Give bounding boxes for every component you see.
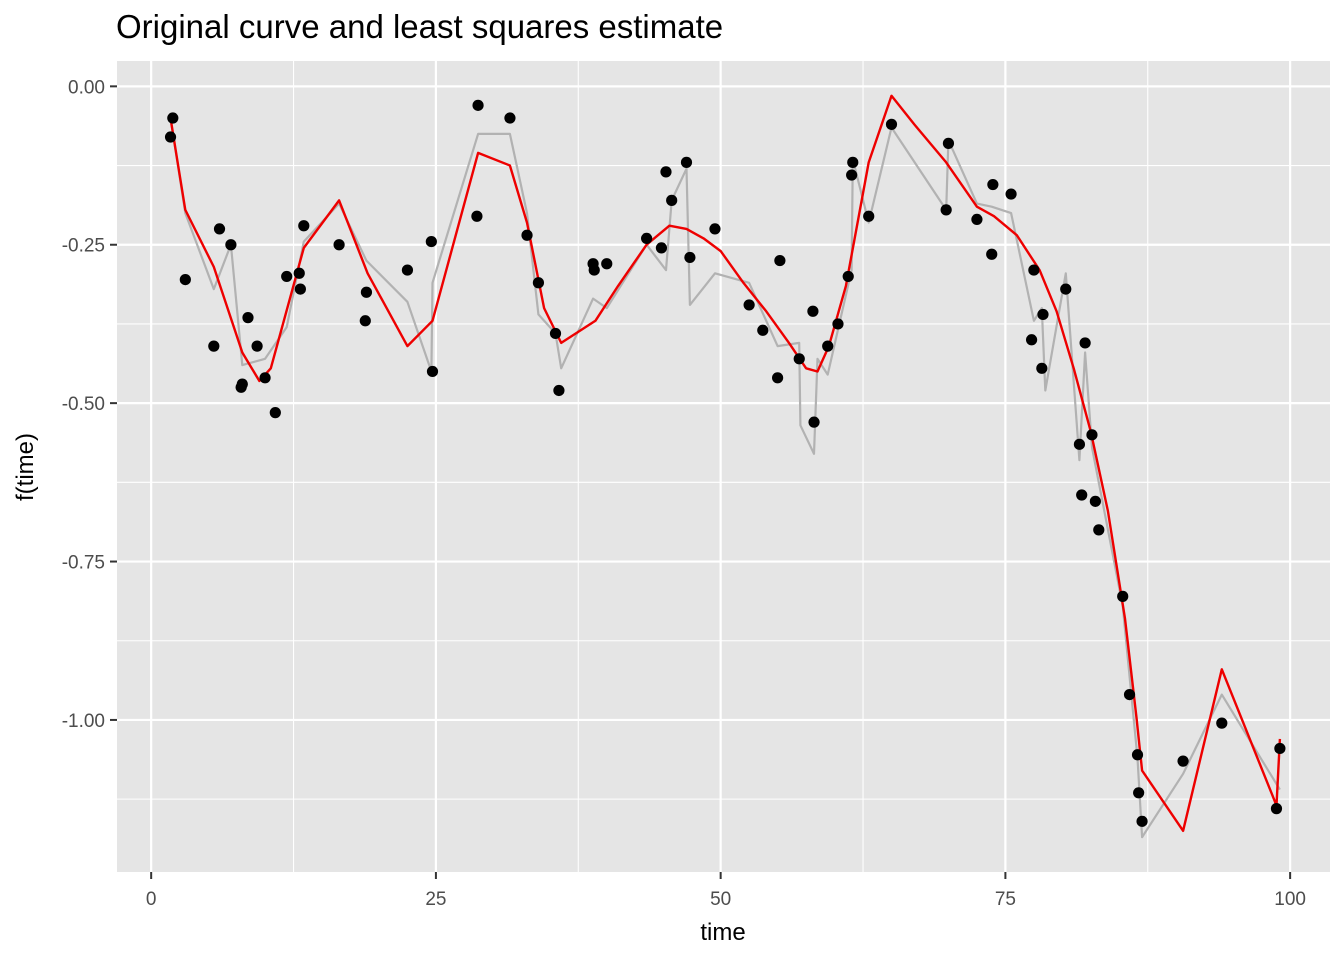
data-point <box>680 156 693 168</box>
y-tick-label: 0.00 <box>68 77 105 98</box>
data-point <box>987 178 999 191</box>
data-point <box>660 166 672 178</box>
data-point <box>666 194 678 206</box>
data-point <box>1073 438 1086 450</box>
major-gridlines <box>117 61 1330 872</box>
data-point <box>208 340 220 352</box>
y-tick-label: -0.75 <box>62 553 105 574</box>
data-point <box>242 312 254 324</box>
data-point <box>1076 489 1088 501</box>
x-axis: 0 25 50 75 100 <box>146 872 1306 910</box>
data-point <box>772 372 784 384</box>
data-point <box>1036 362 1048 374</box>
data-point <box>1079 337 1091 349</box>
data-point <box>847 156 859 168</box>
data-point <box>832 318 844 330</box>
data-point <box>471 210 483 222</box>
data-point <box>846 169 858 181</box>
data-point <box>1133 787 1145 799</box>
data-point <box>709 223 721 235</box>
y-tick-label: -0.25 <box>62 236 105 257</box>
data-point <box>655 242 668 254</box>
data-point <box>1037 308 1049 321</box>
data-point <box>971 213 983 225</box>
data-point <box>472 99 484 111</box>
plot-panel <box>117 61 1330 872</box>
x-tick-label: 100 <box>1274 889 1306 910</box>
data-point <box>164 131 177 143</box>
data-point <box>942 137 955 149</box>
data-point <box>1060 283 1072 295</box>
data-point <box>1123 688 1136 701</box>
data-point <box>281 270 293 283</box>
data-point <box>251 340 263 352</box>
data-point <box>601 258 613 270</box>
data-point <box>236 378 248 390</box>
data-point <box>401 264 414 276</box>
data-point <box>1089 495 1101 507</box>
data-point <box>757 324 769 336</box>
data-point <box>743 299 755 311</box>
data-point <box>1005 188 1017 200</box>
data-point <box>213 223 226 235</box>
data-point <box>1177 755 1189 767</box>
data-point <box>532 277 545 289</box>
y-axis: 0.00 -0.25 -0.50 -0.75 -1.00 <box>62 77 117 732</box>
data-point <box>684 251 696 264</box>
data-point <box>360 286 373 298</box>
data-point <box>793 353 805 365</box>
data-point <box>1270 803 1283 815</box>
data-point <box>521 229 533 241</box>
x-tick-label: 75 <box>995 889 1016 910</box>
data-point <box>294 283 306 295</box>
y-axis-title: f(time) <box>12 433 39 501</box>
y-tick-label: -0.50 <box>62 394 105 415</box>
data-point <box>179 273 191 286</box>
data-point <box>1086 429 1098 441</box>
data-point <box>641 232 653 245</box>
x-tick-label: 50 <box>710 889 731 910</box>
data-point <box>426 365 439 378</box>
data-point <box>293 267 305 279</box>
data-point <box>1093 524 1105 536</box>
y-tick-label: -1.00 <box>62 711 105 732</box>
data-point <box>549 327 562 340</box>
data-point <box>553 384 565 397</box>
data-point <box>359 315 371 327</box>
data-point <box>269 407 281 419</box>
data-point <box>863 210 875 222</box>
data-point <box>1216 717 1228 729</box>
data-point <box>167 112 179 124</box>
data-point <box>822 340 834 352</box>
data-point <box>425 235 437 248</box>
data-point <box>885 118 898 130</box>
data-point <box>504 112 516 124</box>
data-point <box>774 254 786 267</box>
data-point <box>1025 334 1038 346</box>
data-point <box>1028 264 1040 276</box>
data-point <box>1131 749 1144 761</box>
data-point <box>1136 815 1148 827</box>
data-point <box>333 239 345 251</box>
data-point <box>807 305 819 317</box>
data-point <box>225 239 237 251</box>
data-point <box>259 372 271 384</box>
data-point <box>1274 742 1286 755</box>
data-point <box>808 416 820 428</box>
data-point <box>940 204 952 216</box>
data-point <box>1117 590 1129 602</box>
data-point <box>588 264 600 276</box>
chart-title: Original curve and least squares estimat… <box>116 8 724 45</box>
data-point <box>842 270 854 283</box>
x-tick-label: 0 <box>146 889 157 910</box>
data-points <box>164 99 1286 827</box>
data-point <box>298 220 310 232</box>
x-tick-label: 25 <box>425 889 446 910</box>
data-point <box>986 248 998 260</box>
x-axis-title: time <box>700 919 745 946</box>
